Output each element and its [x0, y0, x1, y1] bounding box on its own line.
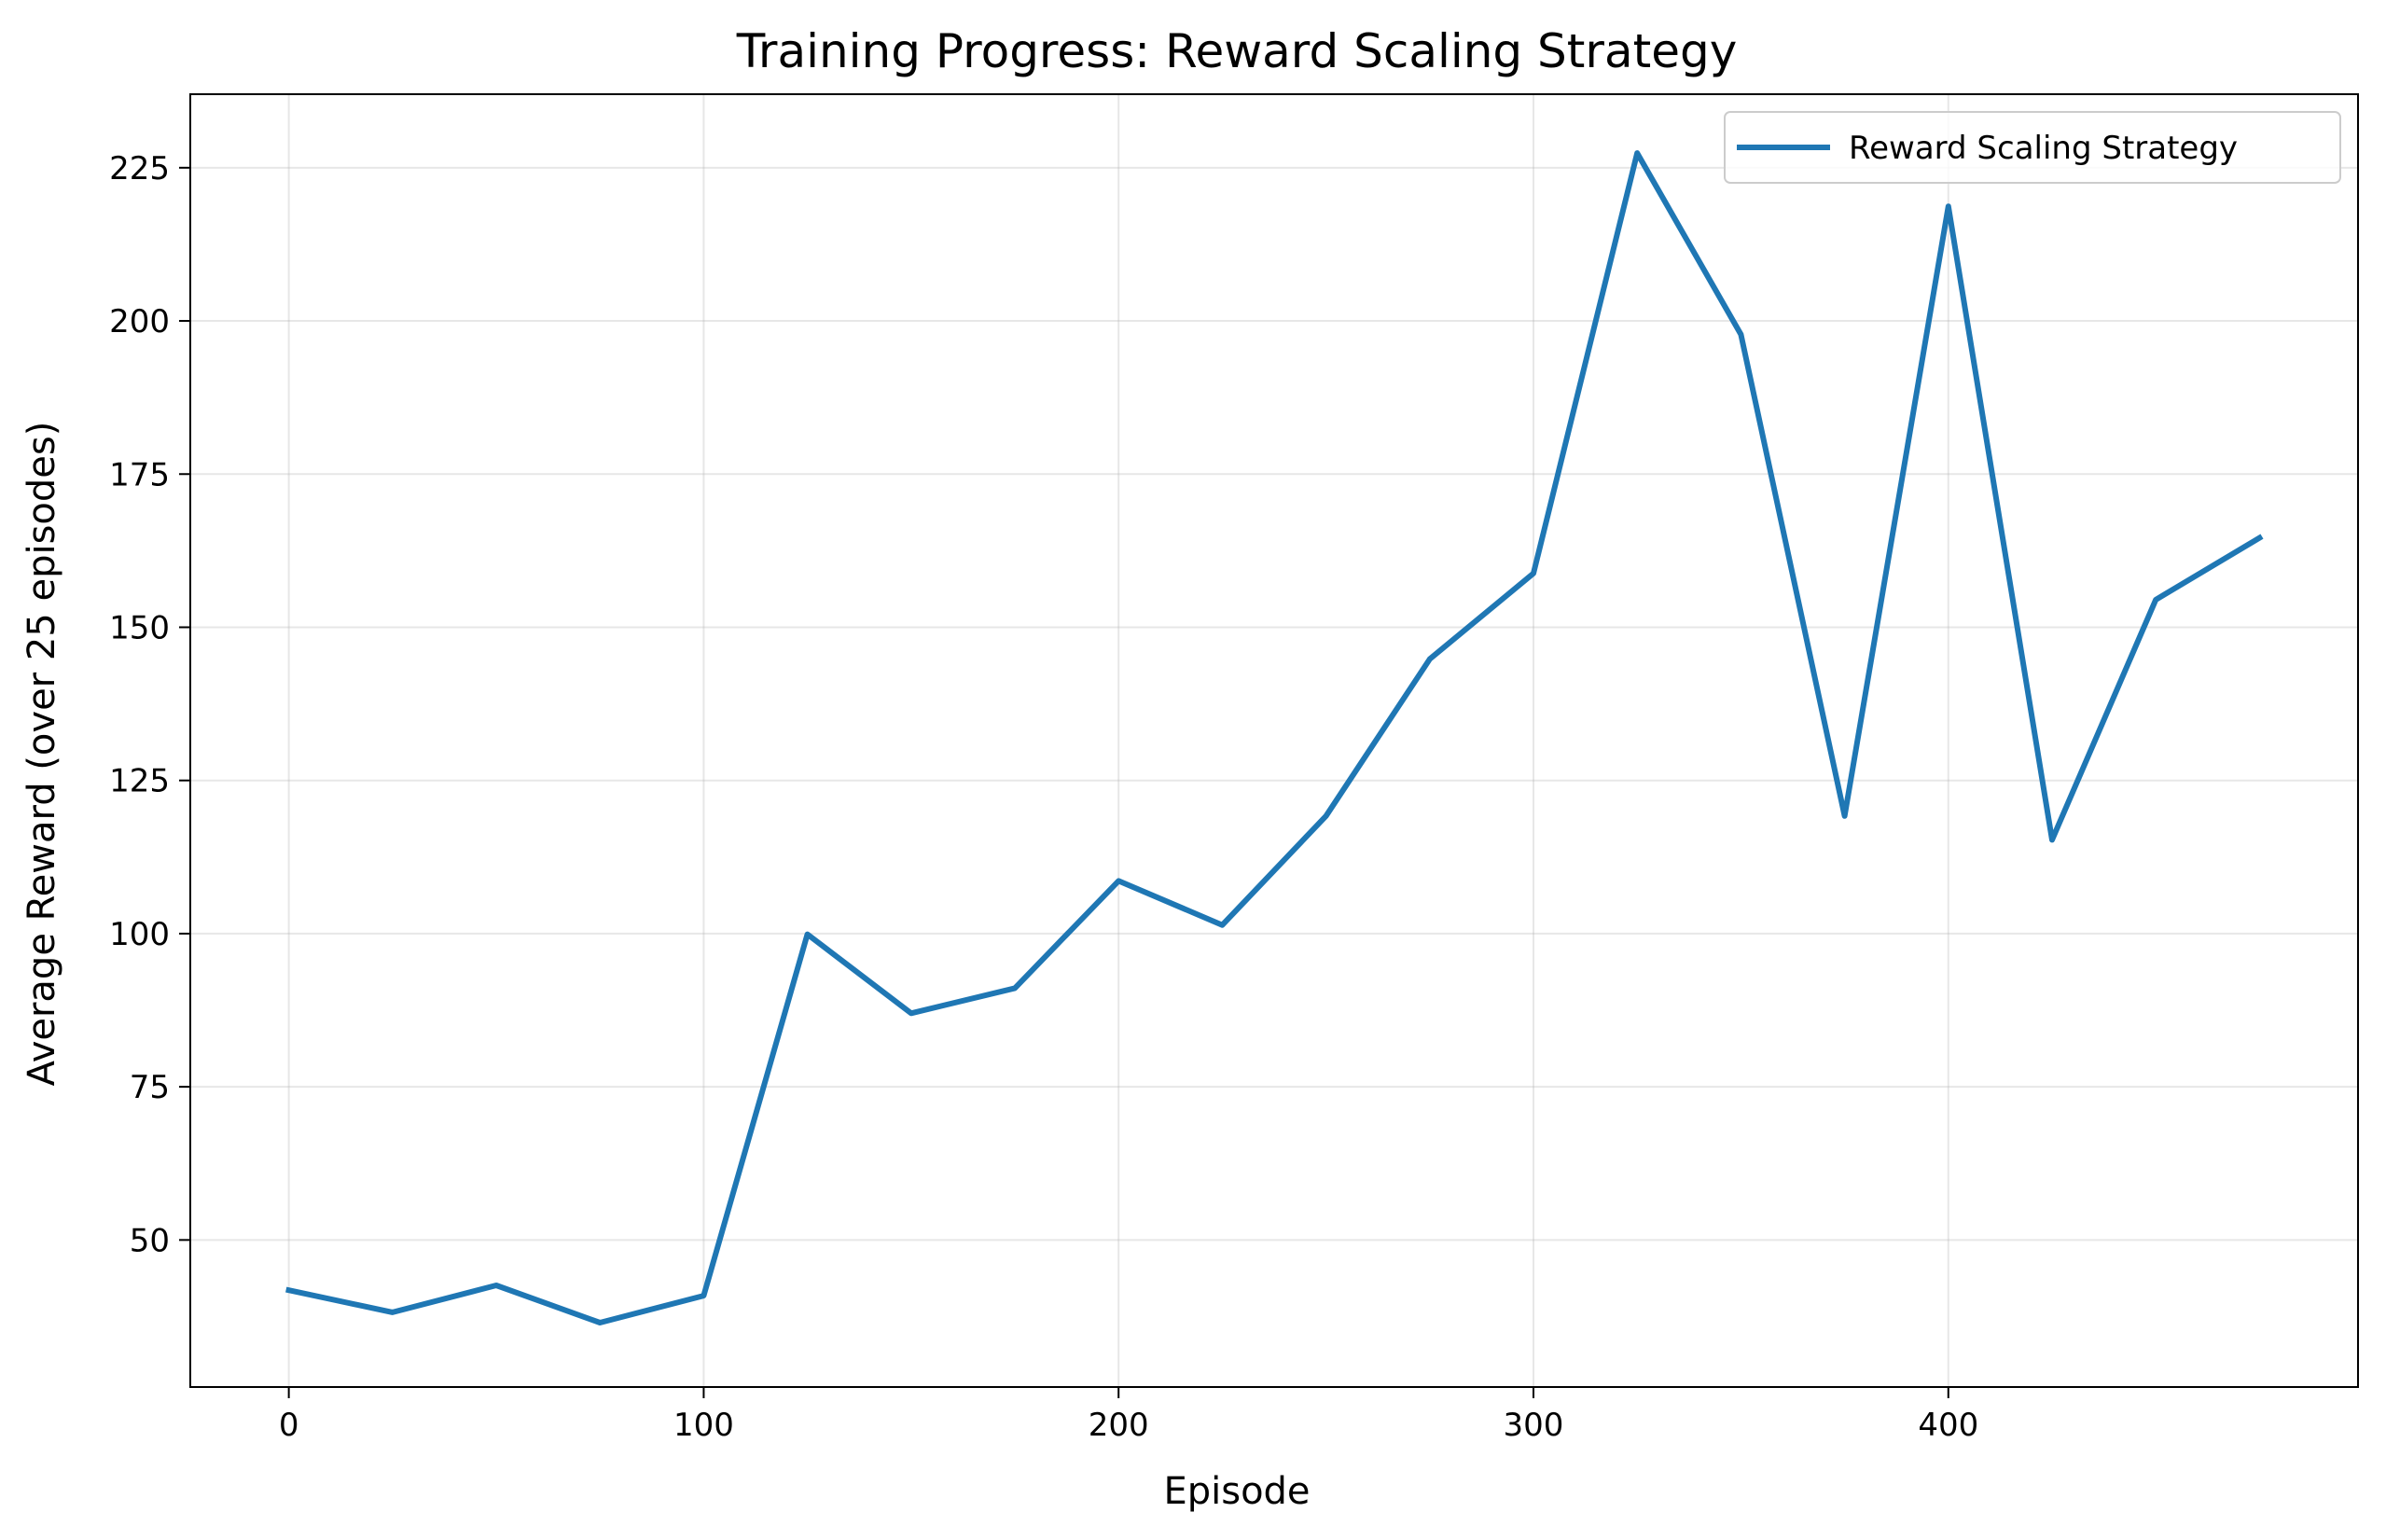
series-layer [285, 150, 2264, 1325]
grid-lines [190, 94, 2358, 1387]
plot-frame [189, 93, 2359, 1388]
y-tick-label: 175 [109, 456, 170, 493]
x-tick-label: 0 [279, 1407, 299, 1444]
legend-box [1724, 111, 2341, 184]
y-axis-ticks: 50 75 100 125 150 175 200 225 [109, 150, 190, 1259]
chart-title: Training Progress: Reward Scaling Strate… [736, 24, 1738, 78]
x-axis-ticks: 0 100 200 300 400 [279, 1387, 1978, 1444]
x-tick-label: 100 [673, 1407, 734, 1444]
x-axis-label: Episode [1163, 1470, 1310, 1513]
legend-entry: Reward Scaling Strategy [1849, 130, 2238, 167]
series-line [285, 150, 2264, 1325]
y-axis-label: Average Reward (over 25 episodes) [21, 422, 63, 1087]
y-tick-label: 75 [130, 1069, 170, 1106]
x-tick-label: 400 [1918, 1407, 1978, 1444]
y-tick-label: 200 [109, 303, 170, 340]
y-tick-label: 125 [109, 763, 170, 800]
y-tick-label: 150 [109, 609, 170, 646]
y-tick-label: 225 [109, 150, 170, 187]
x-tick-label: 300 [1504, 1407, 1564, 1444]
x-tick-label: 200 [1089, 1407, 1149, 1444]
y-tick-label: 100 [109, 916, 170, 953]
y-tick-label: 50 [130, 1222, 170, 1259]
legend: Reward Scaling Strategy [1724, 111, 2341, 184]
